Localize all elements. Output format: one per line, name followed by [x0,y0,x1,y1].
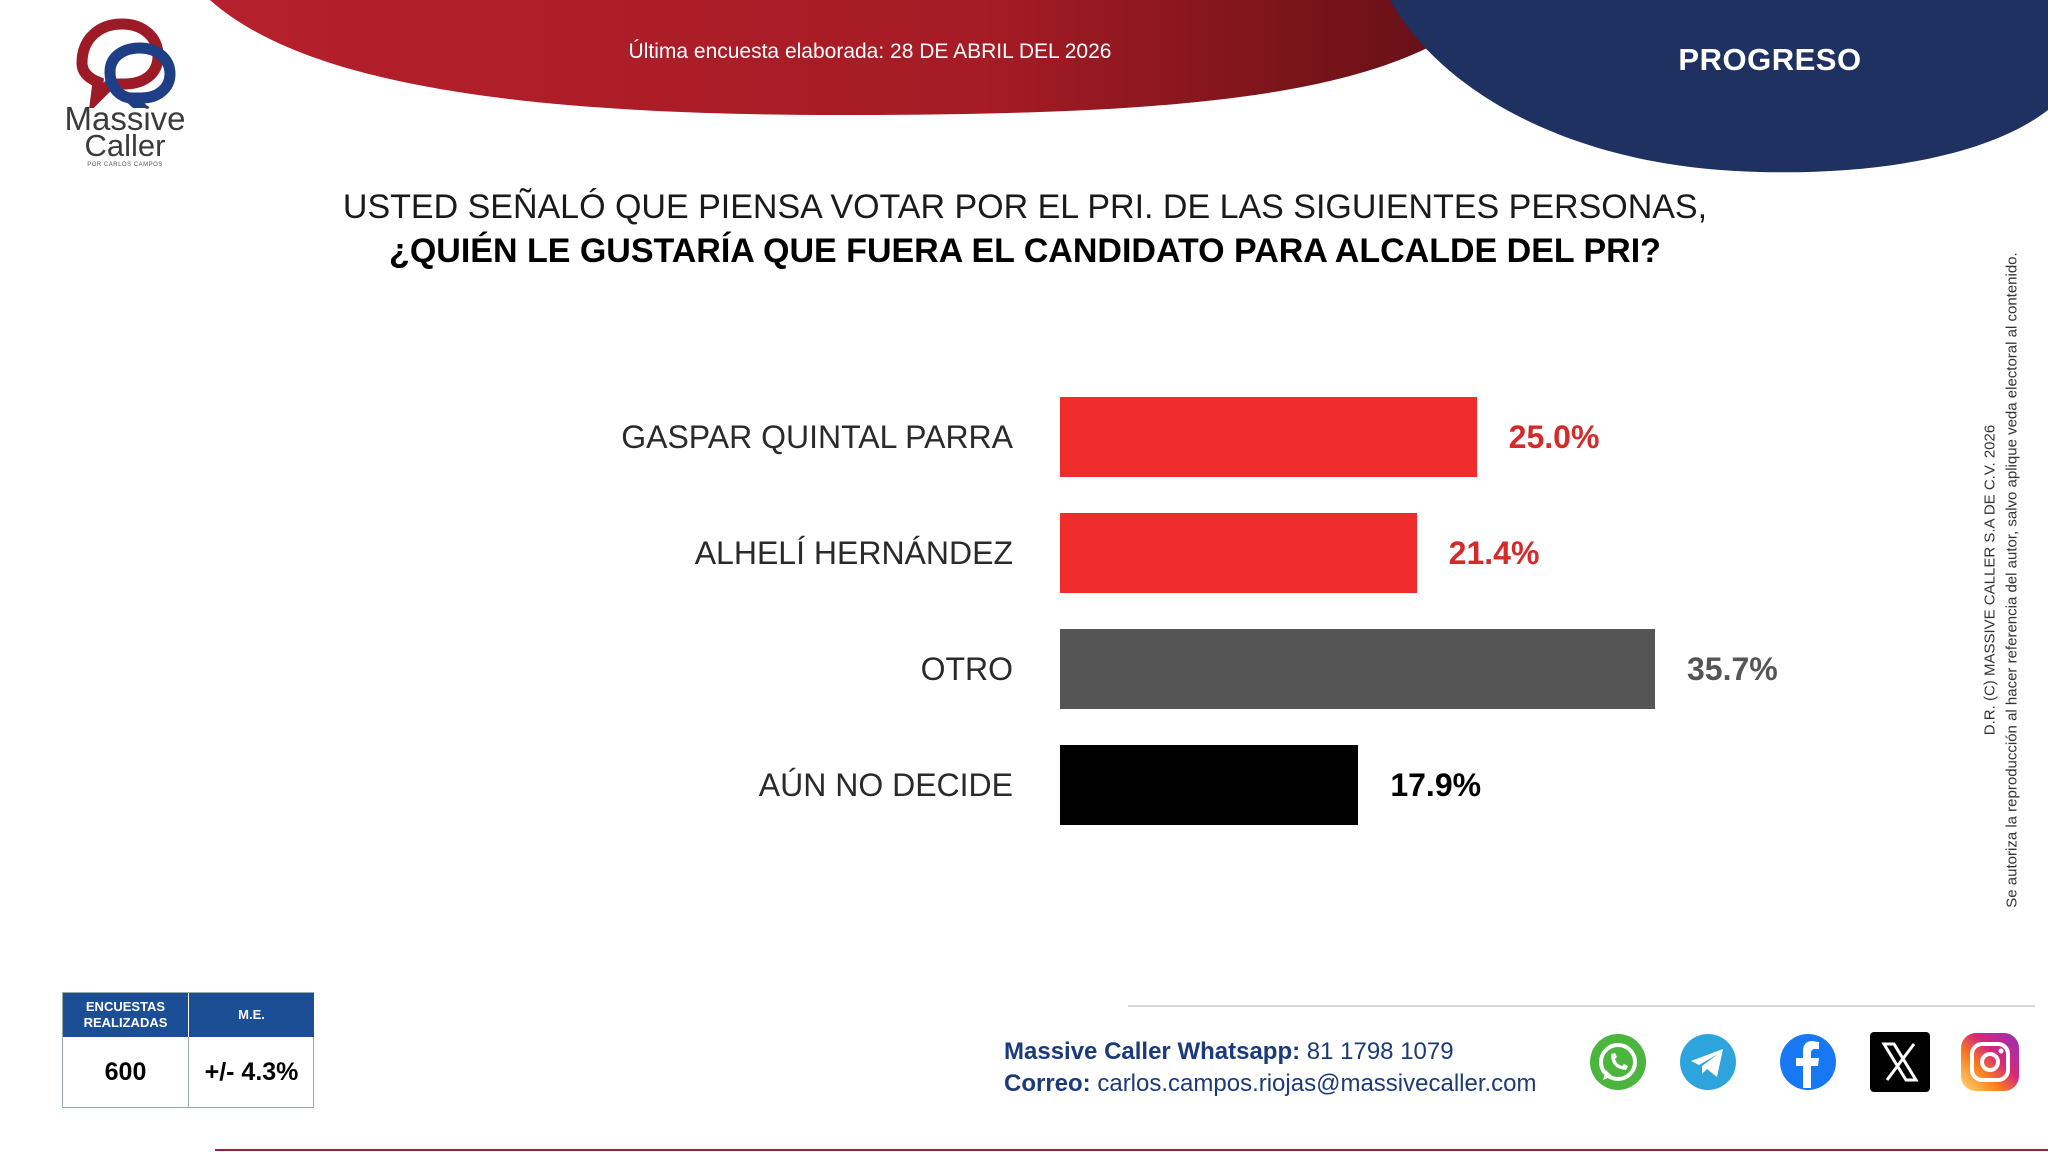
bar [1060,513,1417,593]
value-label: 21.4% [1448,535,1540,571]
value-label: 35.7% [1687,651,1778,687]
telegram-icon[interactable] [1676,1030,1740,1094]
bar [1060,397,1477,477]
x-twitter-icon[interactable] [1868,1030,1932,1094]
stats-header-surveys: ENCUESTAS REALIZADAS [63,993,188,1037]
reproduction-note: Se autoriza la reproducción al hacer ref… [2004,252,2022,908]
bar [1060,629,1655,709]
massive-caller-logo-icon [76,18,176,108]
value-label: 25.0% [1508,419,1600,455]
whatsapp-label: Massive Caller Whatsapp: [1004,1038,1301,1065]
copyright-disclaimer: D.R. (C) MASSIVE CALLER S.A DE C.V. 2026… [1982,200,2022,960]
facebook-icon[interactable] [1776,1030,1840,1094]
instagram-icon[interactable] [1958,1030,2022,1094]
category-label: AÚN NO DECIDE [758,767,1013,803]
logo-word-caller: Caller [84,128,166,163]
logo-tagline: POR CARLOS CAMPOS [87,162,163,168]
survey-stats-table: ENCUESTAS REALIZADAS M.E. 600 +/- 4.3% [62,992,314,1108]
region-title: PROGRESO [1678,42,1862,77]
whatsapp-number: 81 1798 1079 [1300,1038,1454,1065]
category-label: ALHELÍ HERNÁNDEZ [694,535,1013,571]
contact-whatsapp: Massive Caller Whatsapp: 81 1798 1079 [1004,1038,1454,1066]
last-survey-date: Última encuesta elaborada: 28 DE ABRIL D… [628,40,1112,63]
category-label: OTRO [920,651,1013,687]
question-line-1: USTED SEÑALÓ QUE PIENSA VOTAR POR EL PRI… [342,188,1708,226]
navy-header-arc [1390,0,2048,173]
email-label: Correo: [1004,1070,1091,1097]
question-line-2: ¿QUIÉN LE GUSTARÍA QUE FUERA EL CANDIDAT… [389,232,1661,270]
logo-word-massive: Massive [64,100,186,137]
value-label: 17.9% [1390,767,1482,803]
stats-value-surveys: 600 [104,1057,147,1086]
contact-email: Correo: carlos.campos.riojas@massivecall… [1004,1070,1537,1098]
whatsapp-icon[interactable] [1586,1030,1650,1094]
copyright-line: D.R. (C) MASSIVE CALLER S.A DE C.V. 2026 [1982,424,2000,736]
email-address: carlos.campos.riojas@massivecaller.com [1090,1070,1537,1097]
category-label: GASPAR QUINTAL PARRA [621,419,1013,455]
red-header-arc [210,0,1500,115]
bar [1060,745,1359,825]
stats-header-margin: M.E. [188,993,314,1037]
stats-value-margin: +/- 4.3% [188,1037,314,1107]
